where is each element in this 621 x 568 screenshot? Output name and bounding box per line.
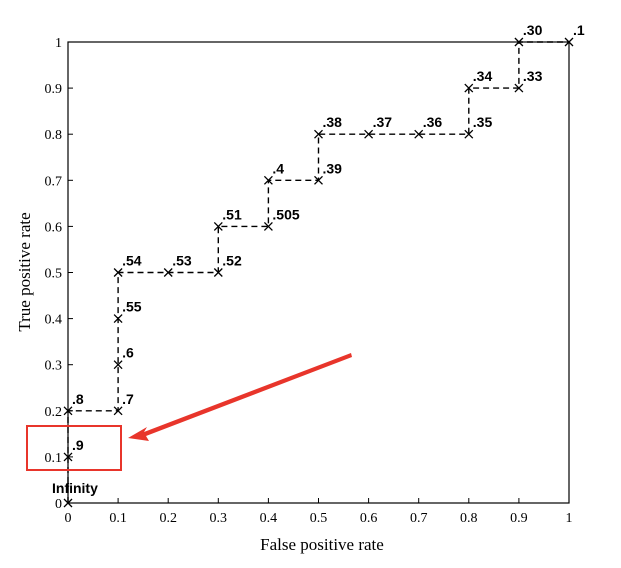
point-marker: [314, 175, 323, 185]
y-tick-label: 0.3: [45, 359, 63, 374]
y-tick-label: 0.2: [45, 405, 63, 420]
y-tick-label: 0: [55, 497, 62, 512]
x-tick-label: 0.2: [159, 511, 177, 526]
point-label: .53: [172, 253, 192, 269]
x-tick-label: 0.4: [260, 511, 278, 526]
point-label: .54: [122, 253, 142, 269]
point-marker: [113, 314, 123, 324]
point-label: .1: [573, 22, 585, 38]
point-marker: [464, 83, 474, 93]
point-marker: [213, 221, 223, 231]
y-tick-label: 0.5: [45, 267, 63, 282]
point-label: .7: [122, 391, 134, 407]
point-label: .51: [222, 206, 242, 222]
annotation-arrow: [128, 353, 352, 441]
highlight-box: [26, 425, 122, 471]
plot: 0 0.1 0.2 0.3 0.4 0.5 0.6 0.7 0.8 0.9 1 0 0.1 0.2 0.3 0…: [45, 22, 585, 526]
x-tick-label: 0.1: [109, 511, 127, 526]
point-marker: [63, 498, 73, 508]
point-label: .39: [323, 160, 343, 176]
point-marker: [564, 37, 574, 47]
y-tick-label: 0.1: [45, 451, 63, 466]
point-marker: [514, 83, 524, 93]
x-tick-label: 0.5: [310, 511, 328, 526]
x-tick-label: 0.6: [360, 511, 378, 526]
roc-line: [67, 41, 569, 503]
x-tick-label: 0.9: [510, 511, 528, 526]
point-label: .9: [72, 437, 84, 453]
point-label: .8: [72, 391, 84, 407]
point-marker: [314, 129, 323, 139]
point-label: .36: [423, 114, 443, 130]
y-tick-label: 1: [55, 36, 62, 51]
y-tick-label: 0.7: [45, 174, 63, 189]
point-marker: [113, 268, 123, 277]
point-marker: [263, 221, 273, 231]
point-label: .505: [272, 206, 299, 222]
point-marker: [213, 268, 223, 277]
point-label: .30: [523, 22, 543, 38]
point-marker: [63, 406, 73, 416]
y-tick-label: 0.9: [45, 82, 63, 97]
point-label: .35: [473, 114, 493, 130]
x-tick-label: 1: [566, 511, 573, 526]
point-label: .4: [272, 160, 284, 176]
point-label: .55: [122, 299, 142, 315]
point-label: .37: [373, 114, 393, 130]
x-tick-label: 0.7: [410, 511, 428, 526]
point-label: .52: [222, 253, 242, 269]
point-marker: [113, 360, 123, 370]
point-marker: [464, 129, 474, 139]
point-marker: [263, 175, 273, 185]
y-tick-label: 0.6: [45, 220, 63, 235]
x-tick-label: 0.3: [210, 511, 228, 526]
x-tick-label: 0.8: [460, 511, 478, 526]
point-label: .34: [473, 68, 493, 84]
y-tick-label: 0.4: [45, 313, 63, 328]
point-label: .38: [323, 114, 343, 130]
point-label: .33: [523, 68, 543, 84]
point-label: Infinity: [52, 480, 98, 496]
point-marker: [414, 129, 424, 139]
point-marker: [364, 129, 374, 139]
y-tick-label: 0.8: [45, 128, 63, 143]
y-axis-label: True positive rate: [15, 212, 34, 331]
x-tick-label: 0: [65, 511, 72, 526]
point-marker: [163, 268, 173, 277]
x-axis-label: False positive rate: [260, 535, 384, 554]
point-marker: [113, 406, 123, 416]
point-marker: [63, 452, 73, 462]
point-marker: [514, 37, 524, 47]
point-label: .6: [122, 345, 134, 361]
